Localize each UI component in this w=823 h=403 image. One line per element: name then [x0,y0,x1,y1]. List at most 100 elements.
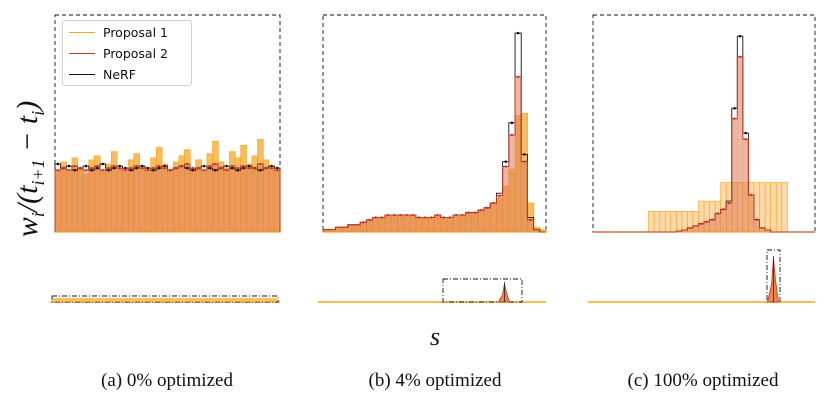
bar-p2-c-26 [737,56,744,233]
marker-nerf-b-30 [510,121,514,125]
legend-label: NeRF [103,66,136,82]
marker-p2-a-26 [202,168,206,172]
bar-p2-a-11 [116,168,123,232]
bar-p1-c-33 [775,182,783,233]
bar-p2-b-15 [415,217,423,232]
marker-nerf-a-0 [56,162,60,166]
marker-p2-c-21 [711,218,714,221]
bar-p2-b-9 [378,217,386,232]
marker-nerf-a-27 [208,166,211,170]
bar-p2-b-28 [496,195,503,232]
legend-item-proposal-2: Proposal 2 [63,43,191,63]
marker-p2-b-26 [485,206,489,209]
bar-p2-b-17 [428,217,435,232]
marker-nerf-b-32 [523,153,526,156]
bar-p2-b-34 [533,229,541,232]
bar-p2-a-25 [195,168,202,232]
marker-p2-b-19 [442,216,445,219]
marker-p2-a-27 [208,164,211,168]
marker-p2-a-14 [135,164,138,168]
bar-p2-a-24 [190,168,196,232]
bar-p2-b-3 [341,227,349,232]
legend-item-nerf: NeRF [63,64,191,84]
bar-p1-c-15 [675,211,683,233]
bar-p2-b-25 [477,210,485,232]
marker-p2-b-22 [461,213,464,217]
bar-p2-b-0 [323,229,330,232]
bar-p1-c-11 [653,211,661,233]
marker-p2-b-33 [529,218,532,222]
bar-p2-a-26 [201,170,208,232]
bar-p2-a-39 [274,170,281,232]
marker-nerf-a-16 [146,166,150,170]
marker-p2-a-23 [185,162,189,166]
legend-swatch-proposal-1 [69,31,95,33]
bar-p1-c-10 [648,211,655,233]
marker-nerf-a-33 [242,166,245,170]
marker-p2-c-29 [755,218,758,221]
marker-nerf-b-29 [504,160,508,163]
bar-p1-c-32 [770,182,777,233]
caption-c: (c) 100% optimized [627,370,779,391]
marker-p2-b-29 [504,165,507,168]
marker-p2-b-16 [424,216,427,219]
marker-p2-a-32 [236,166,240,170]
marker-nerf-a-19 [163,164,166,168]
bar-p2-a-7 [94,166,101,232]
bar-p2-c-27 [742,139,749,232]
bar-p2-b-12 [397,215,404,232]
mini-peak-c [766,257,779,303]
marker-nerf-c-26 [738,34,742,38]
marker-p2-a-6 [90,166,93,170]
marker-p2-b-30 [510,133,514,137]
marker-p2-c-22 [716,212,720,215]
marker-p2-b-6 [362,221,365,224]
marker-p2-c-23 [722,208,725,211]
bar-p2-a-20 [167,170,174,232]
bar-p2-a-12 [122,170,129,232]
marker-p2-a-19 [163,166,166,170]
bar-p2-a-23 [184,163,191,232]
legend: Proposal 1 Proposal 2 NeRF [62,20,192,86]
marker-nerf-a-18 [157,166,161,170]
bar-p2-a-6 [88,168,95,232]
bar-p2-a-5 [83,170,90,232]
bar-p2-a-38 [268,168,275,232]
bar-p2-a-36 [257,163,264,232]
marker-nerf-a-23 [185,166,189,170]
marker-p2-c-28 [749,193,753,197]
bar-p2-a-15 [139,168,146,232]
bar-p2-c-16 [681,229,688,232]
marker-p2-b-18 [436,213,439,217]
bar-p2-b-19 [440,217,448,232]
bar-p2-b-32 [521,161,528,232]
bar-p1-c-13 [664,211,672,233]
marker-nerf-a-12 [124,166,127,170]
marker-nerf-a-2 [67,164,71,168]
marker-nerf-a-3 [73,168,76,172]
marker-nerf-a-24 [191,168,195,172]
marker-nerf-a-39 [275,166,279,170]
marker-p2-b-31 [516,75,520,78]
bar-p2-b-2 [335,227,342,232]
bar-p1-c-30 [759,182,766,233]
marker-p2-a-7 [95,164,99,168]
mini-peak-b [497,283,511,303]
marker-nerf-a-32 [236,168,240,172]
marker-p2-a-35 [253,166,256,170]
marker-p2-b-9 [380,216,384,219]
marker-p2-b-28 [498,194,501,197]
bar-p2-b-18 [434,215,441,232]
bar-p2-a-27 [206,166,213,232]
marker-nerf-a-6 [90,168,93,172]
marker-p2-a-37 [264,166,268,170]
bar-p2-b-31 [515,76,522,232]
marker-p2-b-7 [368,218,371,222]
marker-p2-a-12 [124,168,127,172]
marker-p2-b-11 [393,213,396,217]
marker-p2-a-1 [62,166,65,170]
mini-fill-a [53,298,277,302]
marker-p2-b-27 [492,201,495,205]
marker-p2-a-0 [56,168,60,172]
